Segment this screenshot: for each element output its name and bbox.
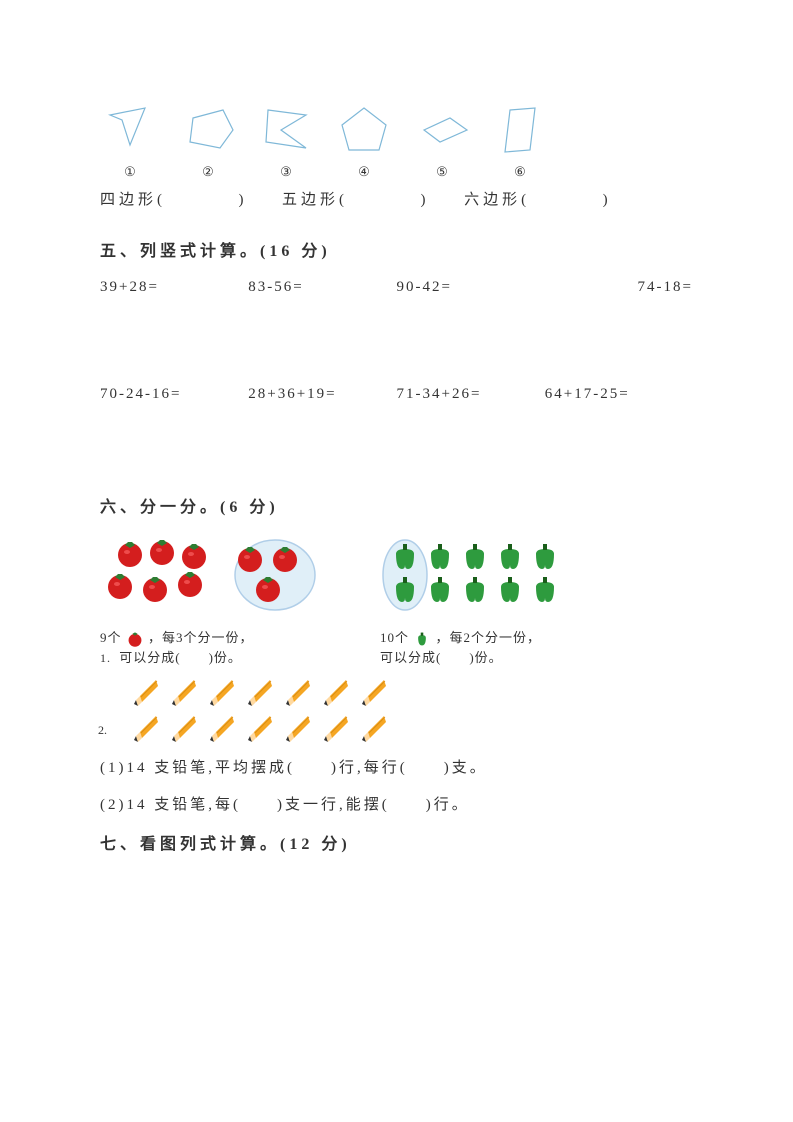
- pencil-row-2: 2.: [100, 714, 693, 744]
- pencil-icon: [358, 714, 388, 744]
- pencil-icon: [130, 678, 160, 708]
- calc-row-2: 70-24-16= 28+36+19= 71-34+26= 64+17-25=: [100, 386, 693, 403]
- polygon-icon-4: [334, 100, 394, 160]
- spacer: [437, 192, 456, 208]
- shape-label-6: ⑥: [514, 164, 526, 180]
- pencil-icon: [282, 678, 312, 708]
- shape-classification-line: 四边形( ) 五边形( ) 六边形( ): [100, 188, 693, 209]
- pepper-icon: [413, 630, 431, 648]
- pencil-icon: [206, 714, 236, 744]
- pepper-result: 可以分成( )份。: [380, 650, 503, 665]
- section-6-header: 六、分一分。(6 分): [100, 493, 693, 517]
- pencil-icon: [168, 714, 198, 744]
- pencil-icon: [244, 678, 274, 708]
- penta-blank: [356, 192, 413, 208]
- hexa-close: ): [603, 192, 612, 208]
- pencil-icon: [358, 678, 388, 708]
- calc-4: 74-18=: [545, 279, 693, 296]
- pencil-question-1: (1)14 支铅笔,平均摆成( )行,每行( )支。: [100, 756, 693, 777]
- pencil-icon: [168, 678, 198, 708]
- shape-5: ⑤: [412, 100, 472, 180]
- tomato-per: ，每3个分一份，: [148, 630, 254, 645]
- pencil-question-2: (2)14 支铅笔,每( )支一行,能摆( )行。: [100, 793, 693, 814]
- pepper-per: ，每2个分一份，: [436, 630, 542, 645]
- pencil-icon: [282, 714, 312, 744]
- quad-close: ): [239, 192, 248, 208]
- tomato-icon: [126, 630, 144, 648]
- tomatoes-svg: [100, 535, 320, 615]
- shape-label-1: ①: [124, 164, 136, 180]
- shape-label-4: ④: [358, 164, 370, 180]
- q2-number: 2.: [98, 723, 107, 738]
- calc-row-1: 39+28= 83-56= 90-42= 74-18=: [100, 279, 693, 296]
- pencil-icon: [320, 714, 350, 744]
- calc-2: 83-56=: [248, 279, 396, 296]
- shape-label-3: ③: [280, 164, 292, 180]
- tomato-group: 9个 ，每3个分一份， 1. 可以分成( )份。: [100, 535, 320, 668]
- shape-3: ③: [256, 100, 316, 180]
- polygon-icon-6: [490, 100, 550, 160]
- section-5-header: 五、列竖式计算。(16 分): [100, 237, 693, 261]
- calc-7: 71-34+26=: [397, 386, 545, 403]
- polygon-icon-2: [178, 100, 238, 160]
- section-7-header: 七、看图列式计算。(12 分): [100, 830, 693, 854]
- tomato-caption: 9个 ，每3个分一份， 1. 可以分成( )份。: [100, 628, 320, 668]
- shape-label-5: ⑤: [436, 164, 448, 180]
- calc-1: 39+28=: [100, 279, 248, 296]
- pepper-group: 10个 ，每2个分一份， 可以分成( )份。: [380, 535, 610, 668]
- hexa-label: 六边形(: [464, 192, 530, 208]
- peppers-svg: [380, 535, 610, 615]
- calc-3: 90-42=: [397, 279, 545, 296]
- shape-label-2: ②: [202, 164, 214, 180]
- division-images-row: 9个 ，每3个分一份， 1. 可以分成( )份。 10个 ，每2个分一份， 可以…: [100, 535, 693, 668]
- calc-8: 64+17-25=: [545, 386, 693, 403]
- tomato-result: 可以分成( )份。: [119, 650, 242, 665]
- polygon-icon-5: [412, 100, 472, 160]
- polygon-icon-3: [256, 100, 316, 160]
- penta-label: 五边形(: [282, 192, 348, 208]
- shape-2: ②: [178, 100, 238, 180]
- pencil-icon: [320, 678, 350, 708]
- pepper-count: 10个: [380, 630, 409, 645]
- q1-number: 1.: [100, 651, 111, 665]
- pencil-icon: [130, 714, 160, 744]
- quad-label: 四边形(: [100, 192, 166, 208]
- quad-blank: [174, 192, 231, 208]
- pepper-caption: 10个 ，每2个分一份， 可以分成( )份。: [380, 628, 610, 668]
- calc-6: 28+36+19=: [248, 386, 396, 403]
- shape-6: ⑥: [490, 100, 550, 180]
- shapes-row: ① ② ③ ④ ⑤ ⑥: [100, 100, 693, 180]
- shape-4: ④: [334, 100, 394, 180]
- spacer: [255, 192, 274, 208]
- tomato-count: 9个: [100, 630, 122, 645]
- pencil-row-1: [100, 678, 693, 708]
- pencil-icon: [206, 678, 236, 708]
- pencil-icon: [244, 714, 274, 744]
- penta-close: ): [421, 192, 430, 208]
- shape-1: ①: [100, 100, 160, 180]
- hexa-blank: [538, 192, 595, 208]
- calc-5: 70-24-16=: [100, 386, 248, 403]
- polygon-icon-1: [100, 100, 160, 160]
- pencils-container: 2.: [100, 678, 693, 744]
